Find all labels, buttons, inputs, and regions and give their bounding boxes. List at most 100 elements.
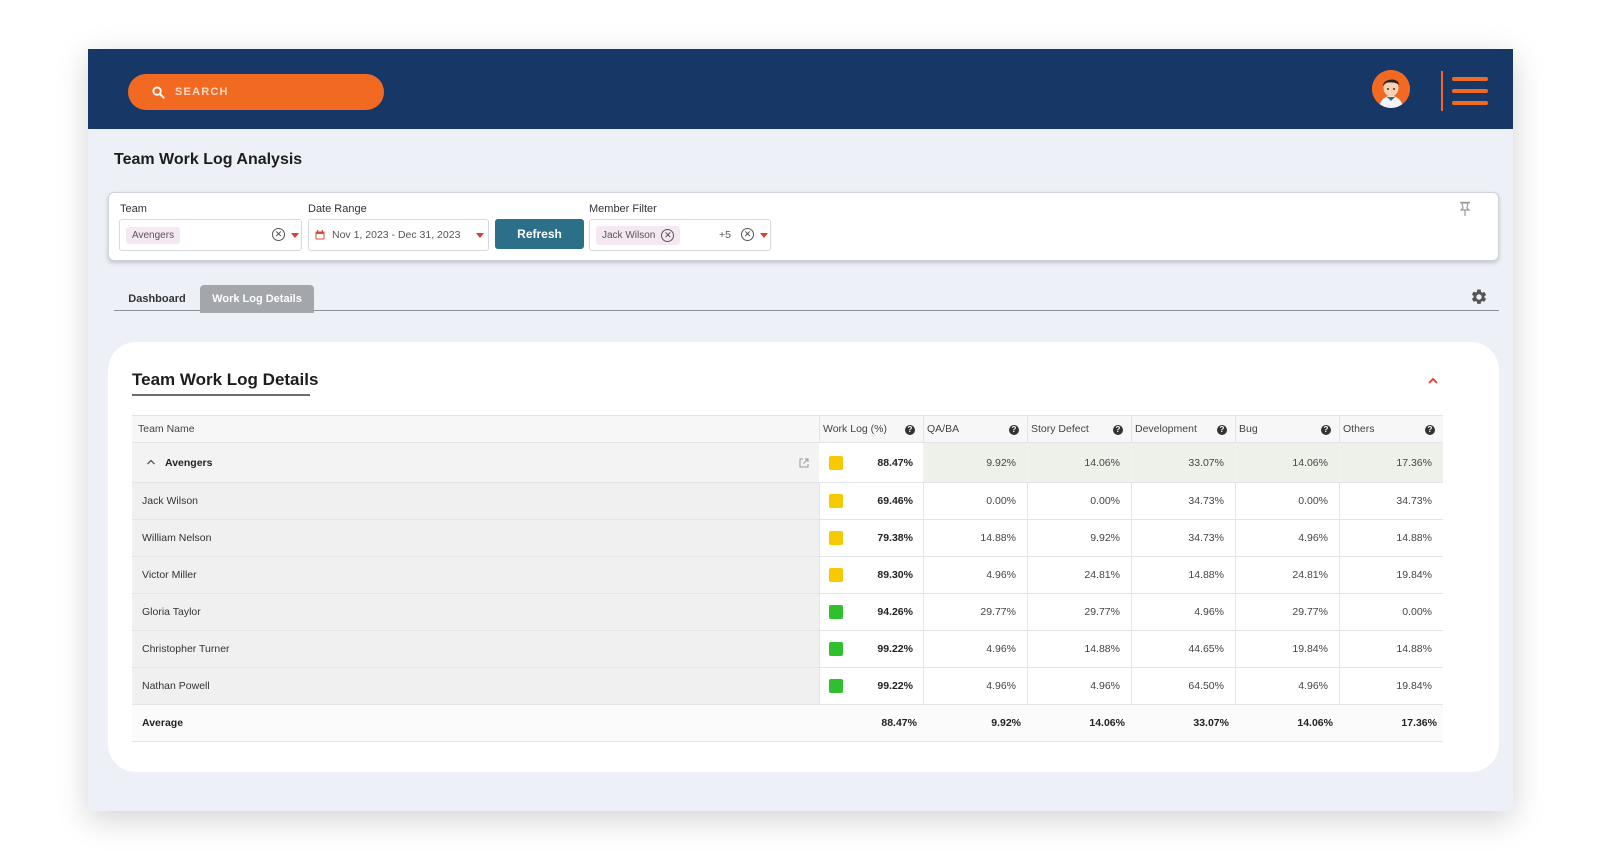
member-name: Victor Miller: [132, 557, 819, 593]
others-cell: 19.84%: [1396, 680, 1432, 692]
qa-ba-cell: 4.96%: [986, 643, 1016, 655]
date-range-picker[interactable]: Nov 1, 2023 - Dec 31, 2023: [308, 219, 489, 251]
column-header-others[interactable]: Others?: [1343, 416, 1443, 442]
table-row[interactable]: Christopher Turner 99.22% 4.96% 14.88% 44.65…: [132, 631, 1443, 668]
bug-cell: 4.96%: [1298, 532, 1328, 544]
qa-ba-cell: 9.92%: [924, 443, 1027, 482]
settings-gear-icon[interactable]: [1470, 288, 1488, 306]
story-defect-cell: 9.92%: [1090, 532, 1120, 544]
work-log-cell: 99.22%: [819, 668, 923, 704]
work-log-value: 99.22%: [877, 680, 913, 692]
help-icon[interactable]: ?: [1425, 425, 1435, 435]
work-log-value: 79.38%: [877, 532, 913, 544]
team-select[interactable]: Avengers ✕: [119, 219, 302, 251]
date-range-value: Nov 1, 2023 - Dec 31, 2023: [332, 229, 461, 241]
bug-cell: 14.06%: [1236, 443, 1339, 482]
column-header-story-defect-label: Story Defect: [1031, 423, 1089, 435]
column-header-team-name: Team Name: [138, 423, 195, 435]
status-indicator: [829, 568, 843, 582]
clear-team-icon[interactable]: ✕: [272, 228, 285, 241]
team-chip-label: Avengers: [132, 229, 175, 241]
card-title-underline: [132, 394, 310, 396]
column-header-work-log-label: Work Log (%): [823, 423, 887, 435]
average-story-defect: 14.06%: [1089, 717, 1125, 729]
group-name: Avengers: [165, 456, 213, 469]
help-icon[interactable]: ?: [1217, 425, 1227, 435]
work-log-details-card: Team Work Log Details Team Name Work Log…: [108, 342, 1499, 772]
tab-work-log-details[interactable]: Work Log Details: [200, 285, 314, 313]
average-row: Average 88.47% 9.92% 14.06% 33.07% 14.06…: [132, 705, 1443, 742]
date-range-label: Date Range: [308, 203, 367, 215]
search-bar[interactable]: SEARCH: [128, 74, 384, 110]
status-indicator: [829, 531, 843, 545]
development-cell: 14.88%: [1188, 569, 1224, 581]
table-row[interactable]: Nathan Powell 99.22% 4.96% 4.96% 64.50% 4.96%…: [132, 668, 1443, 705]
pin-icon[interactable]: [1458, 201, 1472, 217]
development-cell: 4.96%: [1194, 606, 1224, 618]
bug-cell: 19.84%: [1292, 643, 1328, 655]
clear-members-icon[interactable]: ✕: [741, 228, 754, 241]
column-header-bug[interactable]: Bug?: [1239, 416, 1339, 442]
average-work-log: 88.47%: [881, 717, 917, 729]
help-icon[interactable]: ?: [1113, 425, 1123, 435]
collapse-chevron-up-icon[interactable]: [1426, 376, 1440, 386]
column-header-bug-label: Bug: [1239, 423, 1258, 435]
member-name: Nathan Powell: [132, 668, 819, 704]
table-header-row: Team Name Work Log (%)? QA/BA? Story Def…: [132, 415, 1443, 443]
date-dropdown-caret-icon[interactable]: [476, 233, 484, 238]
member-filter-label: Member Filter: [589, 203, 657, 215]
work-log-cell: 79.38%: [819, 520, 923, 556]
member-filter-select[interactable]: Jack Wilson ✕ +5 ✕: [589, 219, 771, 251]
user-avatar[interactable]: [1372, 70, 1410, 108]
table-row[interactable]: Jack Wilson 69.46% 0.00% 0.00% 34.73% 0.00% 34…: [132, 483, 1443, 520]
qa-ba-cell: 14.88%: [980, 532, 1016, 544]
bug-cell: 0.00%: [1298, 495, 1328, 507]
qa-ba-cell: 0.00%: [986, 495, 1016, 507]
help-icon[interactable]: ?: [1321, 425, 1331, 435]
help-icon[interactable]: ?: [905, 425, 915, 435]
team-chip: Avengers: [126, 226, 181, 244]
table-row[interactable]: Victor Miller 89.30% 4.96% 24.81% 14.88% 24.8…: [132, 557, 1443, 594]
open-external-icon[interactable]: [798, 457, 810, 469]
work-log-value: 89.30%: [877, 569, 913, 581]
average-bug: 14.06%: [1297, 717, 1333, 729]
work-log-cell: 99.22%: [819, 631, 923, 667]
help-icon[interactable]: ?: [1009, 425, 1019, 435]
qa-ba-cell: 29.77%: [980, 606, 1016, 618]
others-cell: 14.88%: [1396, 643, 1432, 655]
development-cell: 44.65%: [1188, 643, 1224, 655]
others-cell: 14.88%: [1396, 532, 1432, 544]
search-placeholder: SEARCH: [175, 86, 229, 98]
member-chip-label: Jack Wilson: [602, 229, 656, 241]
refresh-button[interactable]: Refresh: [495, 219, 584, 249]
menu-hamburger-icon[interactable]: [1452, 75, 1488, 107]
column-header-others-label: Others: [1343, 423, 1375, 435]
column-header-story-defect[interactable]: Story Defect?: [1031, 416, 1131, 442]
remove-member-icon[interactable]: ✕: [661, 228, 675, 242]
table-row[interactable]: Gloria Taylor 94.26% 29.77% 29.77% 4.96% 29.7…: [132, 594, 1443, 631]
header-divider: [1441, 71, 1443, 111]
work-log-value: 88.47%: [877, 456, 913, 469]
others-cell: 34.73%: [1396, 495, 1432, 507]
column-header-qa-ba[interactable]: QA/BA?: [927, 416, 1027, 442]
column-header-development-label: Development: [1135, 423, 1197, 435]
story-defect-cell: 4.96%: [1090, 680, 1120, 692]
app-window: SEARCH Team Work Log Analysis Team Aveng…: [88, 49, 1513, 811]
column-header-development[interactable]: Development?: [1135, 416, 1235, 442]
expand-chevron-up-icon[interactable]: [146, 458, 156, 466]
search-icon: [152, 85, 165, 99]
status-indicator: [829, 679, 843, 693]
story-defect-cell: 24.81%: [1084, 569, 1120, 581]
column-header-work-log[interactable]: Work Log (%)?: [823, 416, 923, 442]
member-dropdown-caret-icon[interactable]: [760, 233, 768, 238]
qa-ba-cell: 4.96%: [986, 680, 1016, 692]
group-row-avengers[interactable]: Avengers 88.47% 9.92% 14.06% 33.07% 14.0…: [132, 443, 1443, 483]
development-cell: 33.07%: [1132, 443, 1235, 482]
team-dropdown-caret-icon[interactable]: [291, 233, 299, 238]
table-row[interactable]: William Nelson 79.38% 14.88% 9.92% 34.73% 4.9…: [132, 520, 1443, 557]
tab-dashboard[interactable]: Dashboard: [128, 293, 186, 305]
member-name: Gloria Taylor: [132, 594, 819, 630]
qa-ba-cell: 4.96%: [986, 569, 1016, 581]
view-tabs: Dashboard Work Log Details: [114, 285, 1499, 313]
calendar-icon: [315, 230, 325, 240]
